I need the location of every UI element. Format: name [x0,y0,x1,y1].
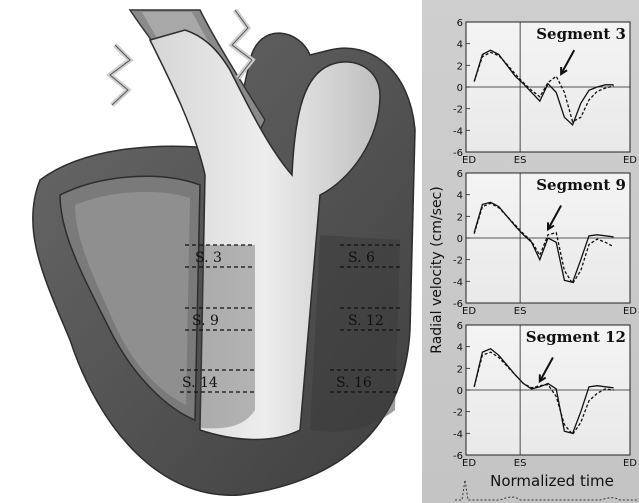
series-dashed [473,51,614,123]
y-tick-label: -4 [453,429,463,440]
y-tick-label: 0 [457,234,463,245]
y-tick-label: 0 [457,83,463,94]
y-tick-label: -2 [453,408,463,419]
x-tick-label: ED [623,155,637,166]
y-tick-label: 4 [457,191,463,202]
segment-labels: S. 3 S. 6 S. 9 S. 12 S. 14 S. 16 [182,250,384,391]
y-tick-label: 0 [457,386,463,397]
segment-dashes [180,244,400,393]
arrow-annotation [538,357,554,382]
arrow-annotation [547,205,562,230]
y-tick-label: 2 [457,212,463,223]
y-axis-label: Radial velocity (cm/sec) [429,186,445,353]
central-cavity [148,29,381,441]
x-tick-label: ED [623,306,637,317]
valve-right-outline [231,9,253,79]
segment-label-s6: S. 6 [348,250,375,266]
arrow-annotation [560,49,576,75]
bottom-trace [455,479,639,501]
x-axis-label: Normalized time [490,472,614,490]
arrow-head [560,66,568,76]
x-tick-label: ES [514,306,527,317]
y-tick-label: -2 [453,256,463,267]
x-tick-label: ES [514,458,527,469]
x-tick-label: ED [623,458,637,469]
x-tick-label: ED [462,458,476,469]
y-tick-label: -4 [453,126,463,137]
segment-label-s12: S. 12 [348,313,384,329]
y-tick-label: -2 [453,105,463,116]
x-tick-label: ED [462,155,476,166]
valve-left-outline [109,44,131,106]
y-tick-label: 6 [457,321,463,332]
left-ventricle-inner [75,191,190,405]
series-solid [473,201,614,284]
y-tick-label: -6 [453,148,463,159]
y-tick-label: 6 [457,169,463,180]
y-tick-label: -4 [453,277,463,288]
y-tick-label: 2 [457,61,463,72]
segment-label-s14: S. 14 [182,375,218,391]
y-tick-label: 4 [457,343,463,354]
segment-label-s3: S. 3 [195,250,222,266]
plot-title: Segment 12 [526,328,626,346]
series-solid [473,348,614,435]
segment-label-s16: S. 16 [336,375,372,391]
series-solid [473,49,614,127]
heart-illustration: S. 3 S. 6 S. 9 S. 12 S. 14 S. 16 [32,8,416,496]
plot-title: Segment 9 [536,176,626,194]
y-tick-label: 2 [457,364,463,375]
series-dashed [473,202,614,285]
right-wall [310,235,400,432]
plot-title: Segment 3 [536,25,626,43]
x-tick-label: ES [514,155,527,166]
septum [200,245,255,429]
x-tick-label: ED [462,306,476,317]
y-tick-label: -6 [453,451,463,462]
arrow-head [546,222,555,232]
y-tick-label: 6 [457,18,463,29]
y-tick-label: 4 [457,40,463,51]
segment-label-s9: S. 9 [192,313,219,329]
arrow-head [538,374,547,384]
y-tick-label: -6 [453,299,463,310]
